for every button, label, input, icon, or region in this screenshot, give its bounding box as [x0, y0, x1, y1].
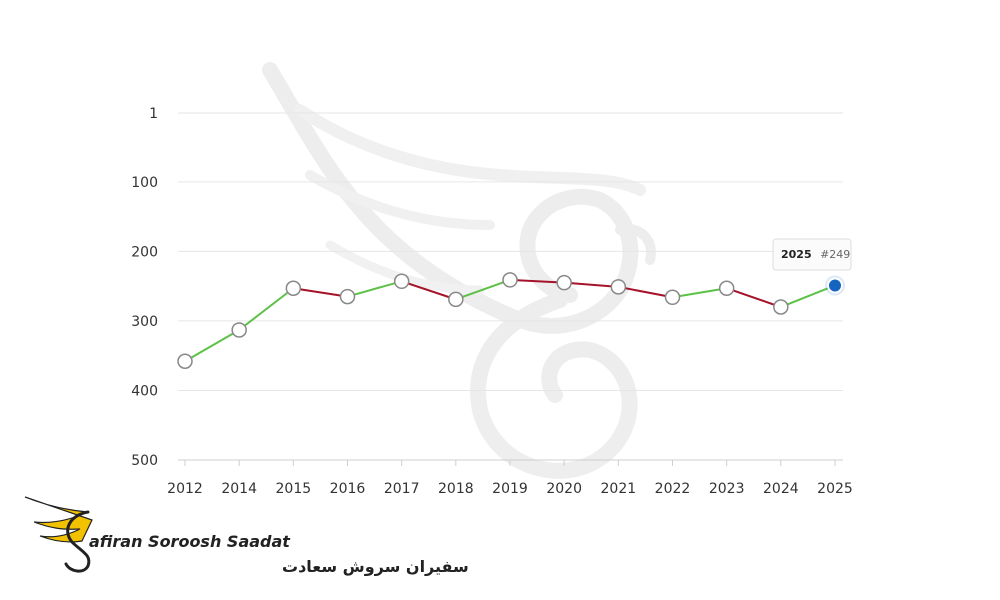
watermark-swan-logo — [262, 62, 656, 479]
y-tick-label: 1 — [149, 106, 158, 122]
data-point[interactable] — [556, 274, 572, 291]
line-segment — [726, 287, 782, 308]
x-tick-label: 2012 — [167, 481, 203, 497]
x-tick-label: 2021 — [601, 481, 637, 497]
logo-s-icon — [64, 510, 91, 573]
y-tick-label: 500 — [131, 453, 158, 469]
line-segment — [564, 281, 619, 288]
data-point[interactable] — [285, 280, 302, 296]
tooltip-year: 2025 — [781, 248, 812, 261]
y-tick-label: 300 — [131, 314, 158, 330]
x-tick-label: 2023 — [709, 481, 745, 497]
x-tick-label: 2024 — [763, 481, 799, 497]
line-segment — [238, 287, 294, 331]
data-point[interactable] — [718, 280, 735, 296]
x-tick-label: 2022 — [655, 481, 691, 497]
data-point[interactable] — [393, 273, 410, 290]
y-axis-ticks: 1 100 200 300 400 500 — [131, 106, 158, 469]
x-tick-label: 2019 — [492, 481, 528, 497]
logo-wing-icon — [24, 496, 93, 543]
tooltip-box — [772, 238, 852, 271]
line-segment — [184, 329, 240, 363]
data-point[interactable] — [448, 291, 464, 308]
series-points — [177, 272, 845, 370]
y-tick-label: 400 — [131, 383, 158, 399]
x-tick-label: 2015 — [276, 481, 312, 497]
x-tick-label: 2017 — [384, 481, 420, 497]
svg-text:2025 #249: 2025 #249 — [781, 245, 850, 262]
data-point[interactable] — [231, 322, 247, 338]
line-segment — [672, 287, 727, 299]
y-tick-label: 100 — [131, 175, 158, 191]
x-tick-label: 2016 — [330, 481, 366, 497]
logo-name-en: afiran Soroosh Saadat — [89, 532, 291, 551]
line-segment — [293, 287, 348, 298]
line-segment — [401, 280, 457, 301]
x-axis: 2012 2014 2015 2016 2017 2018 2019 2020 2021 2022… — [167, 460, 853, 497]
line-segment — [509, 278, 565, 284]
line-segment — [618, 285, 673, 299]
data-point[interactable] — [502, 272, 518, 288]
data-point-highlighted[interactable] — [827, 277, 843, 294]
x-tick-label: 2025 — [817, 481, 853, 497]
data-point[interactable] — [610, 279, 627, 295]
series-line — [184, 278, 836, 363]
tooltip: 2025 #249 — [772, 238, 852, 271]
data-point[interactable] — [664, 289, 681, 306]
line-segment — [780, 284, 836, 308]
data-point[interactable] — [339, 288, 356, 305]
company-logo: afiran Soroosh Saadat سفیران سروش سعادت — [24, 496, 469, 576]
line-segment — [455, 278, 511, 301]
x-tick-label: 2014 — [221, 481, 257, 497]
x-tick-label: 2018 — [438, 481, 474, 497]
y-tick-label: 200 — [131, 244, 158, 260]
tooltip-rank: #249 — [820, 248, 850, 261]
data-point[interactable] — [773, 299, 789, 315]
x-tick-label: 2020 — [546, 481, 582, 497]
line-segment — [347, 280, 402, 298]
logo-name-fa: سفیران سروش سعادت — [282, 557, 469, 576]
data-point[interactable] — [177, 353, 193, 370]
